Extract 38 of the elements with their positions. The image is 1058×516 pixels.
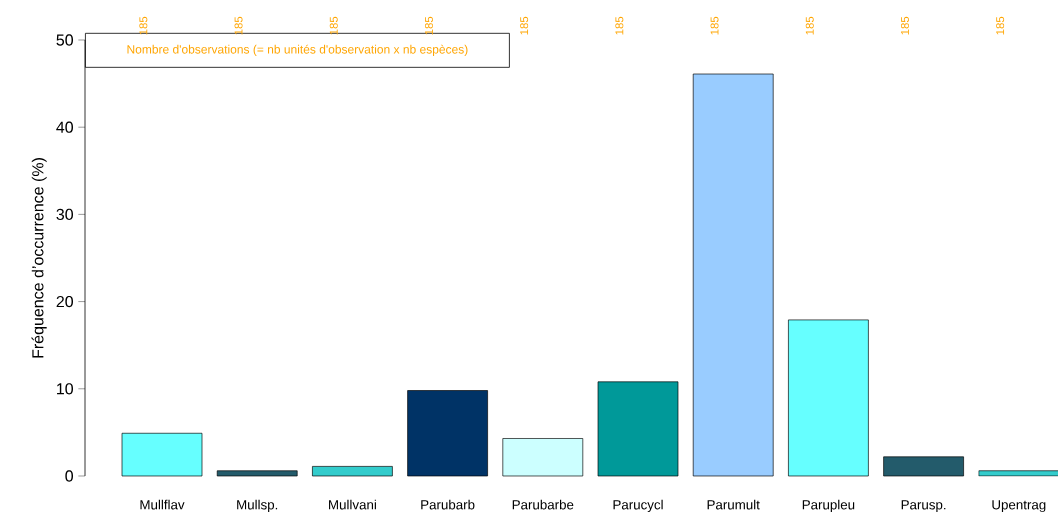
- text: 185: [520, 16, 529, 35]
- y-tick-label: 20: [56, 295, 74, 308]
- bar: [121, 432, 203, 477]
- y-tick-label: 50: [56, 34, 74, 46]
- y-tick-label: 0: [65, 470, 74, 482]
- bar: [502, 438, 584, 477]
- bar: [312, 466, 393, 477]
- y-tick-label: 30: [56, 208, 74, 221]
- bar: [692, 73, 774, 477]
- x-tick-label: Parucycl: [613, 499, 663, 513]
- bar: [407, 390, 488, 477]
- bar: [597, 381, 679, 477]
- x-tick-label: Parusp.: [901, 500, 946, 513]
- text: 185: [424, 16, 433, 35]
- text: 185: [900, 16, 909, 35]
- x-tick-label: Parumult: [707, 499, 760, 510]
- bar: [216, 470, 298, 477]
- bar: [978, 470, 1058, 477]
- x-tick-label: Parubarb: [421, 499, 475, 510]
- y-tick-label: 10: [57, 383, 74, 395]
- annotation: Nombre d'observations (= nb unités d'observation x nb espèces): [127, 44, 468, 56]
- y-axis-title: Fréquence d’occurrence (%): [31, 158, 47, 358]
- text: 185: [710, 16, 719, 35]
- x-tick-label: Parubarbe: [512, 499, 574, 510]
- x-tick-label: Upentrag: [992, 500, 1046, 513]
- text: 185: [329, 16, 338, 35]
- text: 185: [996, 16, 1005, 35]
- x-tick-label: Mullvani: [329, 499, 376, 510]
- text: 185: [615, 16, 624, 35]
- text: 185: [234, 16, 243, 35]
- y-tick-label: 40: [56, 121, 74, 133]
- x-tick-label: Mullflav: [140, 499, 185, 510]
- x-tick-label: Mullsp.: [237, 499, 278, 513]
- bar: [788, 319, 869, 477]
- text: 185: [139, 16, 148, 35]
- x-tick-label: Parupleu: [802, 499, 855, 513]
- bar: [883, 456, 964, 477]
- text: 185: [805, 16, 814, 35]
